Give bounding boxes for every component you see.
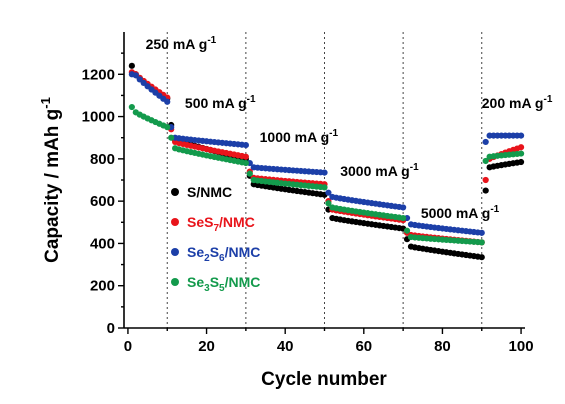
rate-label-superscript: -1 [247,94,256,105]
rate-label-text: 200 mA g [482,95,544,111]
y-axis-title-text: Capacity / mAh g [42,109,63,263]
y-axis-title: Capacity / mAh g-1 [38,97,63,263]
legend-text: Se [187,274,204,290]
rate-label-superscript: -1 [410,162,419,173]
legend-label-3: Se3S5/NMC [187,274,260,294]
legend-text: S [210,274,219,290]
rate-label-0: 250 mA g-1 [146,35,217,52]
point-series-2-cycle-50 [321,169,328,176]
point-series-3-cycle-31 [246,170,253,177]
x-tick-label-100: 100 [509,338,534,355]
point-series-2-cycle-70 [400,204,407,211]
legend-marker-3 [171,278,179,286]
point-series-2-cycle-91 [482,138,489,146]
legend-marker-1 [171,218,179,226]
legend-subscript: 7 [213,223,219,234]
point-series-2-cycle-90 [478,229,485,236]
rate-label-4: 5000 mA g-1 [421,204,500,221]
legend-label-1: SeS7/NMC [187,214,255,234]
x-axis-title: Cycle number [261,369,387,390]
legend-text: /NMC [225,274,261,290]
x-tick-label-40: 40 [277,338,294,355]
y-axis-title-superscript: -1 [38,97,53,109]
point-series-2-cycle-30 [242,142,249,149]
point-series-2-cycle-100 [517,132,525,139]
point-series-1-cycle-30 [242,153,249,160]
rate-label-text: 3000 mA g [340,163,410,179]
point-series-0-cycle-100 [517,158,525,166]
y-tick-label-1200: 1200 [82,66,115,83]
data-points [128,62,525,261]
legend-label-0: S/NMC [187,184,232,200]
point-series-3-cycle-91 [482,157,489,165]
x-tick-label-60: 60 [355,338,372,355]
legend-text: S [210,244,219,260]
rate-label-1: 500 mA g-1 [185,94,256,111]
legend-subscript: 3 [204,283,210,294]
rate-label-text: 250 mA g [146,36,208,52]
point-series-1-cycle-91 [482,176,489,184]
point-series-3-cycle-71 [403,227,411,234]
rate-label-text: 1000 mA g [260,129,330,145]
point-series-3-cycle-1 [128,103,135,111]
legend-text: /NMC [219,214,255,230]
legend-text: S/NMC [187,184,232,200]
point-series-2-cycle-51 [325,189,332,196]
legend-subscript: 6 [219,253,225,264]
y-tick-label-200: 200 [90,278,115,295]
y-tick-label-0: 0 [107,320,115,337]
point-series-2-cycle-10 [164,98,171,105]
legend-label-2: Se2S6/NMC [187,244,260,264]
point-series-3-cycle-11 [168,134,175,141]
rate-label-superscript: -1 [329,128,338,139]
legend-text: Se [187,244,204,260]
legend-text: /NMC [225,244,261,260]
y-tick-label-800: 800 [90,151,115,168]
y-tick-label-600: 600 [90,193,115,210]
point-series-3-cycle-50 [321,184,328,191]
rate-label-superscript: -1 [543,94,552,105]
point-series-3-cycle-30 [242,159,249,167]
legend-subscript: 2 [204,253,210,264]
rate-label-2: 1000 mA g-1 [260,128,339,145]
point-series-3-cycle-70 [400,214,407,222]
legend-subscript: 5 [219,283,225,294]
rate-label-text: 500 mA g [185,95,247,111]
rate-label-superscript: -1 [490,204,499,215]
y-tick-label-1000: 1000 [82,109,115,126]
point-series-1-cycle-100 [517,144,525,151]
point-series-2-cycle-2 [132,72,139,79]
point-series-0-cycle-91 [482,187,489,194]
point-series-0-cycle-90 [478,254,485,261]
x-tick-label-0: 0 [124,338,132,355]
rate-label-5: 200 mA g-1 [482,94,553,111]
rate-dividers [166,32,483,328]
point-series-3-cycle-10 [164,124,171,131]
point-series-3-cycle-100 [517,150,525,157]
legend-marker-0 [171,188,179,196]
point-series-3-cycle-51 [325,200,332,207]
rate-label-text: 5000 mA g [421,205,491,221]
legend-marker-2 [171,248,179,256]
rate-label-superscript: -1 [207,35,216,46]
legend-text: SeS [187,214,213,230]
y-tick-label-400: 400 [90,235,115,252]
x-tick-label-20: 20 [198,338,215,355]
point-series-0-cycle-1 [128,62,135,69]
point-series-3-cycle-90 [478,239,485,246]
rate-label-3: 3000 mA g-1 [340,162,419,179]
x-tick-label-80: 80 [434,338,451,355]
